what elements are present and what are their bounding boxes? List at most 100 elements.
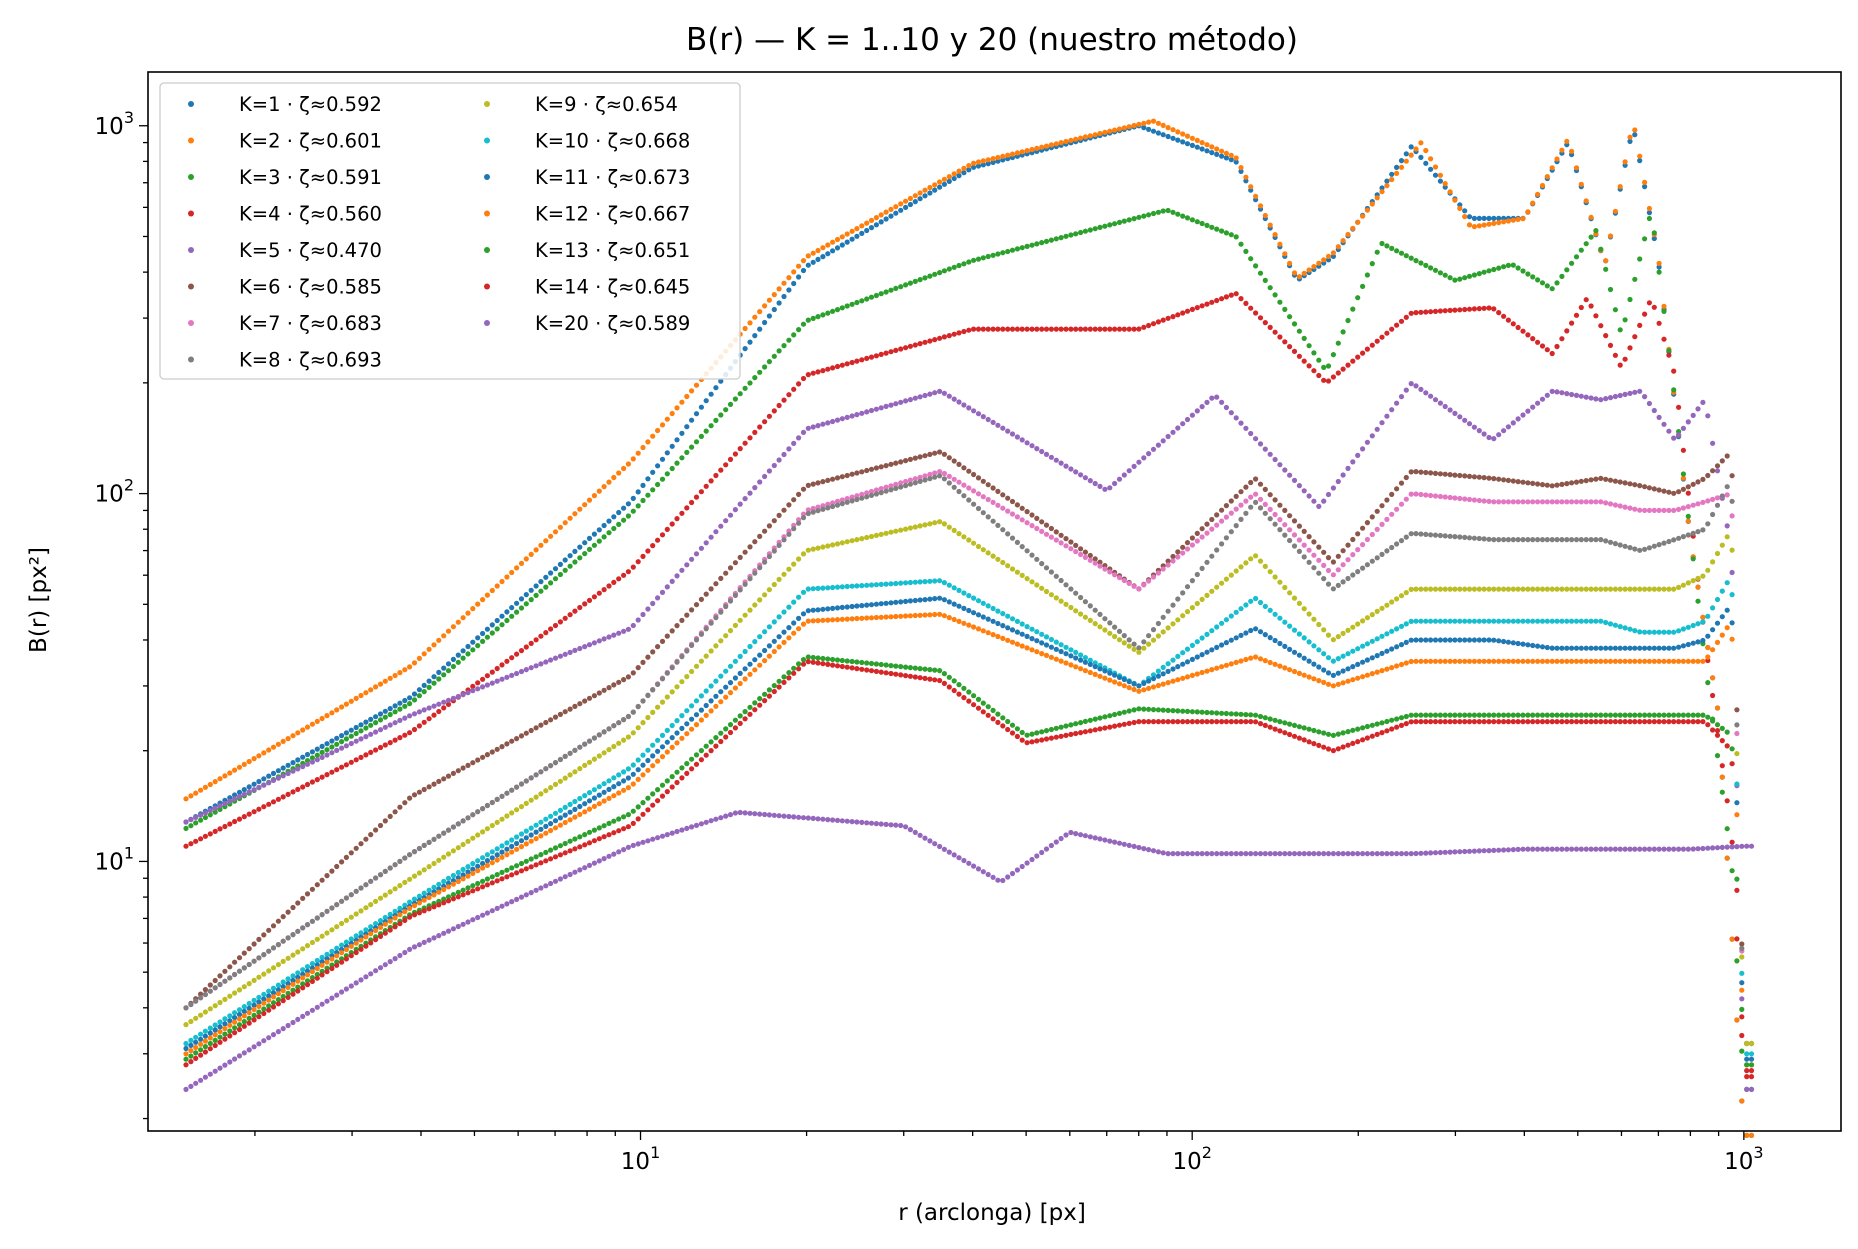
data-point [1481, 269, 1487, 275]
data-point [927, 521, 933, 527]
data-point [723, 518, 729, 524]
data-point [1253, 491, 1259, 497]
data-point [450, 848, 456, 854]
data-point [1150, 574, 1157, 580]
data-point [747, 435, 753, 441]
data-point [786, 531, 792, 537]
data-point [591, 735, 598, 741]
data-point [489, 874, 495, 880]
data-point [1068, 466, 1074, 472]
data-point [1603, 266, 1609, 272]
data-point [1005, 531, 1011, 537]
data-point [368, 940, 374, 946]
data-point [839, 305, 845, 311]
data-point [314, 957, 320, 964]
data-point [791, 665, 797, 671]
data-point [849, 228, 855, 234]
data-point [470, 883, 476, 889]
data-point [781, 674, 787, 680]
data-point [698, 748, 705, 754]
data-point [1719, 844, 1725, 851]
data-point [1505, 639, 1511, 645]
data-point [596, 488, 602, 494]
data-point [1457, 472, 1463, 479]
data-point [1486, 215, 1492, 221]
data-point [1355, 726, 1361, 732]
data-point [1019, 729, 1025, 736]
data-point [1005, 563, 1011, 569]
data-point [864, 494, 870, 500]
data-point [562, 753, 568, 760]
data-point [363, 719, 369, 725]
data-point [1544, 392, 1550, 398]
data-point [232, 796, 238, 802]
data-point [1374, 426, 1380, 432]
data-point [917, 196, 923, 202]
data-point [698, 658, 705, 664]
data-point [941, 334, 948, 340]
data-point [1685, 624, 1691, 630]
data-point [1112, 839, 1118, 845]
data-point [659, 782, 666, 788]
data-point [1043, 143, 1050, 149]
data-point [825, 617, 831, 623]
data-point [912, 829, 918, 836]
data-point [966, 497, 972, 503]
data-point [1189, 642, 1195, 649]
data-point [1661, 586, 1667, 592]
data-point [859, 469, 865, 475]
data-point [1418, 658, 1424, 664]
data-point [1389, 599, 1395, 605]
data-point [1287, 513, 1293, 519]
data-point [980, 709, 986, 715]
data-point [567, 515, 573, 521]
data-point [601, 781, 607, 787]
data-point [290, 987, 296, 993]
data-point [387, 959, 393, 965]
data-point [475, 643, 481, 649]
data-point [402, 949, 408, 956]
data-point [820, 585, 826, 591]
data-point [324, 752, 330, 758]
data-point [227, 821, 233, 827]
data-point [1121, 676, 1127, 683]
data-point [888, 213, 894, 219]
data-point [236, 1007, 243, 1013]
data-point [1462, 214, 1468, 220]
data-point [713, 615, 719, 621]
data-point [552, 576, 559, 582]
data-point [489, 630, 495, 636]
data-point [373, 729, 379, 735]
data-point [543, 883, 549, 889]
data-point [470, 888, 476, 894]
data-point [1554, 537, 1560, 543]
data-point [1462, 848, 1468, 855]
data-point [1437, 172, 1443, 178]
data-point [1632, 482, 1638, 488]
data-point [1481, 712, 1487, 718]
data-point [1374, 526, 1380, 533]
data-point [1486, 268, 1492, 274]
data-point [679, 765, 685, 771]
data-point [1014, 502, 1021, 508]
data-point [426, 646, 432, 652]
data-point [334, 992, 340, 998]
data-point [1700, 573, 1706, 579]
data-point [1277, 241, 1283, 247]
data-point [1442, 618, 1448, 624]
data-point [757, 565, 763, 571]
data-point [431, 712, 437, 718]
data-point [1267, 607, 1273, 613]
data-point [708, 748, 714, 754]
data-point [815, 369, 821, 375]
data-point [883, 614, 889, 620]
data-point [645, 492, 651, 498]
data-point [319, 1001, 325, 1007]
data-point [1291, 627, 1298, 633]
data-point [1573, 645, 1580, 651]
data-point [285, 984, 291, 991]
data-point [1189, 142, 1195, 148]
data-point [509, 810, 515, 816]
data-point [645, 606, 651, 612]
data-point [528, 640, 534, 647]
